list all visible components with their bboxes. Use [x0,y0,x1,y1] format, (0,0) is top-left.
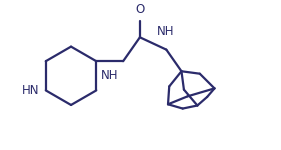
Text: O: O [135,3,144,16]
Text: HN: HN [22,84,40,97]
Text: NH: NH [101,69,119,82]
Text: NH: NH [157,26,174,38]
